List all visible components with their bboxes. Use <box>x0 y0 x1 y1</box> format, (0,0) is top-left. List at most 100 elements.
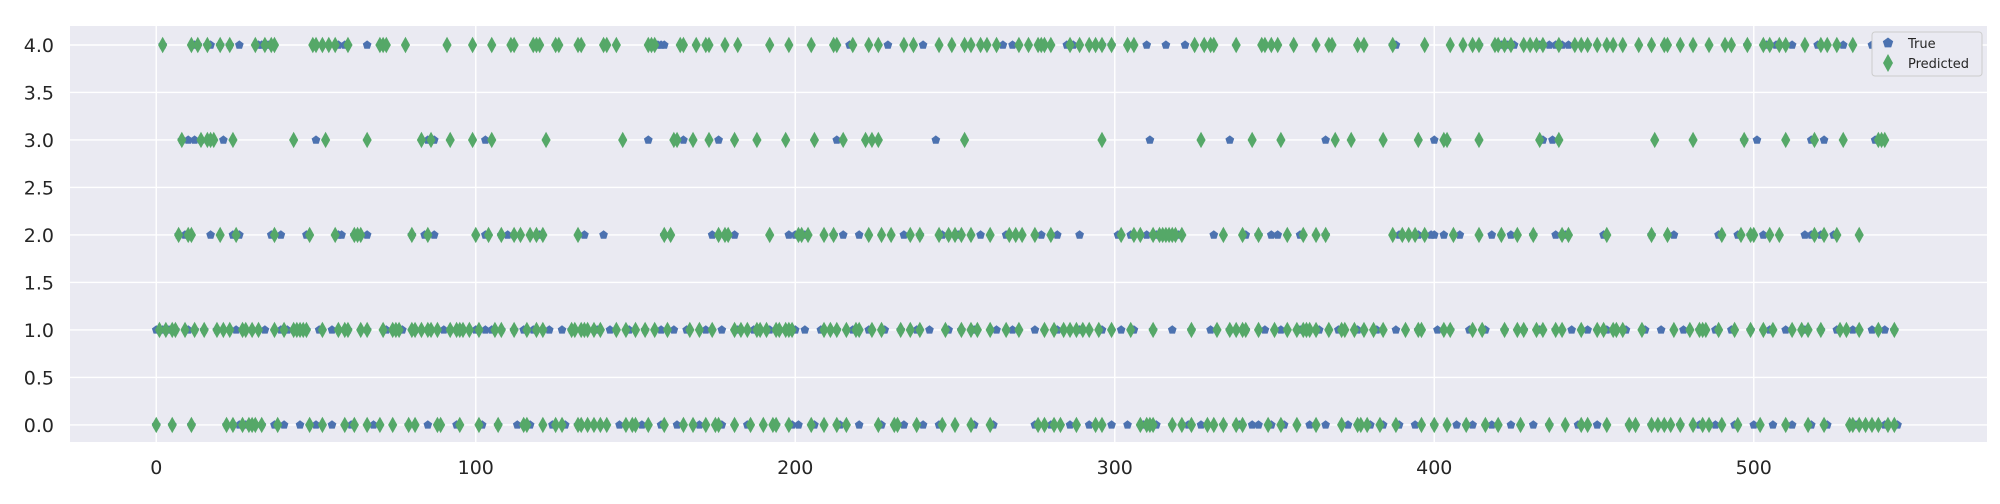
predicted-point <box>1637 321 1647 339</box>
true-point <box>190 135 199 144</box>
predicted-point <box>202 36 212 54</box>
true-point <box>1247 420 1257 429</box>
true-point <box>659 40 669 49</box>
predicted-point <box>618 131 628 149</box>
predicted-point <box>1688 131 1698 149</box>
predicted-point <box>1758 36 1768 54</box>
predicted-point <box>854 321 864 339</box>
predicted-point <box>806 416 816 434</box>
predicted-point <box>694 321 705 339</box>
predicted-point <box>225 321 235 339</box>
predicted-point <box>311 36 321 54</box>
predicted-point <box>551 416 561 434</box>
predicted-point <box>1480 416 1490 434</box>
predicted-point <box>269 226 280 244</box>
predicted-point <box>1733 416 1743 434</box>
x-axis-tick-labels: 0 100 200 300 400 500 <box>150 457 1772 479</box>
predicted-point <box>554 36 564 54</box>
true-point <box>544 325 554 334</box>
y-axis-tick-labels: 0.0 0.5 1.0 1.5 2.0 2.5 3.0 3.5 4.0 <box>24 35 54 437</box>
predicted-point <box>1835 321 1845 339</box>
predicted-point <box>1848 416 1858 434</box>
predicted-point <box>704 131 714 149</box>
predicted-point <box>1429 416 1439 434</box>
predicted-point <box>209 131 219 149</box>
predicted-point <box>1276 131 1286 149</box>
predicted-point <box>915 226 925 244</box>
true-point <box>260 325 270 334</box>
predicted-point <box>1758 321 1768 339</box>
predicted-point <box>688 416 698 434</box>
true-point <box>1679 325 1688 334</box>
predicted-point <box>1745 321 1756 339</box>
true-point <box>1752 135 1762 144</box>
true-point <box>1867 325 1877 334</box>
predicted-point <box>1774 226 1784 244</box>
predicted-point <box>1263 416 1273 434</box>
true-point <box>1065 420 1075 429</box>
predicted-point <box>666 226 676 244</box>
predicted-point <box>848 36 858 54</box>
predicted-point <box>404 416 414 434</box>
predicted-point <box>538 416 548 434</box>
predicted-point <box>1688 416 1698 434</box>
predicted-point <box>305 226 315 244</box>
predicted-point <box>704 36 714 54</box>
predicted-point <box>784 416 794 434</box>
true-point <box>1161 40 1171 49</box>
predicted-point <box>643 416 653 434</box>
predicted-point <box>464 321 474 339</box>
true-point <box>707 230 717 239</box>
true-point <box>1749 420 1759 429</box>
legend: True Predicted <box>1871 31 1983 77</box>
predicted-point <box>1742 36 1752 54</box>
predicted-point <box>733 36 743 54</box>
predicted-point <box>174 226 184 244</box>
predicted-point <box>1474 36 1484 54</box>
predicted-point <box>1528 226 1538 244</box>
true-point <box>1167 325 1177 334</box>
predicted-point <box>1014 36 1024 54</box>
true-point <box>672 420 682 429</box>
predicted-point <box>423 226 433 244</box>
predicted-point <box>1442 416 1452 434</box>
true-point <box>701 325 711 334</box>
true-point <box>1008 325 1017 334</box>
true-point <box>295 420 305 429</box>
predicted-point <box>1321 226 1331 244</box>
predicted-point <box>496 321 506 339</box>
predicted-point <box>525 226 535 244</box>
predicted-point <box>1129 226 1139 244</box>
predicted-point <box>602 416 612 434</box>
predicted-point <box>442 36 452 54</box>
predicted-point <box>273 416 283 434</box>
predicted-point <box>1781 131 1791 149</box>
predicted-point <box>1305 321 1315 339</box>
predicted-point <box>864 36 874 54</box>
predicted-point <box>1717 416 1727 434</box>
true-point <box>1321 420 1330 429</box>
predicted-point <box>707 321 717 339</box>
predicted-point <box>1023 36 1034 54</box>
true-point <box>311 135 321 144</box>
predicted-point <box>1001 321 1011 339</box>
predicted-point <box>713 226 724 244</box>
true-point <box>276 230 286 239</box>
predicted-point <box>1634 36 1644 54</box>
predicted-point <box>896 321 906 339</box>
true-point <box>1759 230 1768 239</box>
predicted-point <box>381 36 391 54</box>
predicted-point <box>873 416 883 434</box>
true-point <box>1838 40 1848 49</box>
true-point <box>1781 325 1791 334</box>
predicted-point <box>1273 36 1283 54</box>
predicted-point <box>876 321 887 339</box>
predicted-point <box>330 36 340 54</box>
predicted-point <box>595 321 605 339</box>
predicted-point <box>1854 226 1864 244</box>
predicted-point <box>531 226 542 244</box>
predicted-point <box>1461 416 1471 434</box>
predicted-point <box>1059 321 1069 339</box>
predicted-point <box>1611 321 1621 339</box>
true-point <box>854 420 864 429</box>
